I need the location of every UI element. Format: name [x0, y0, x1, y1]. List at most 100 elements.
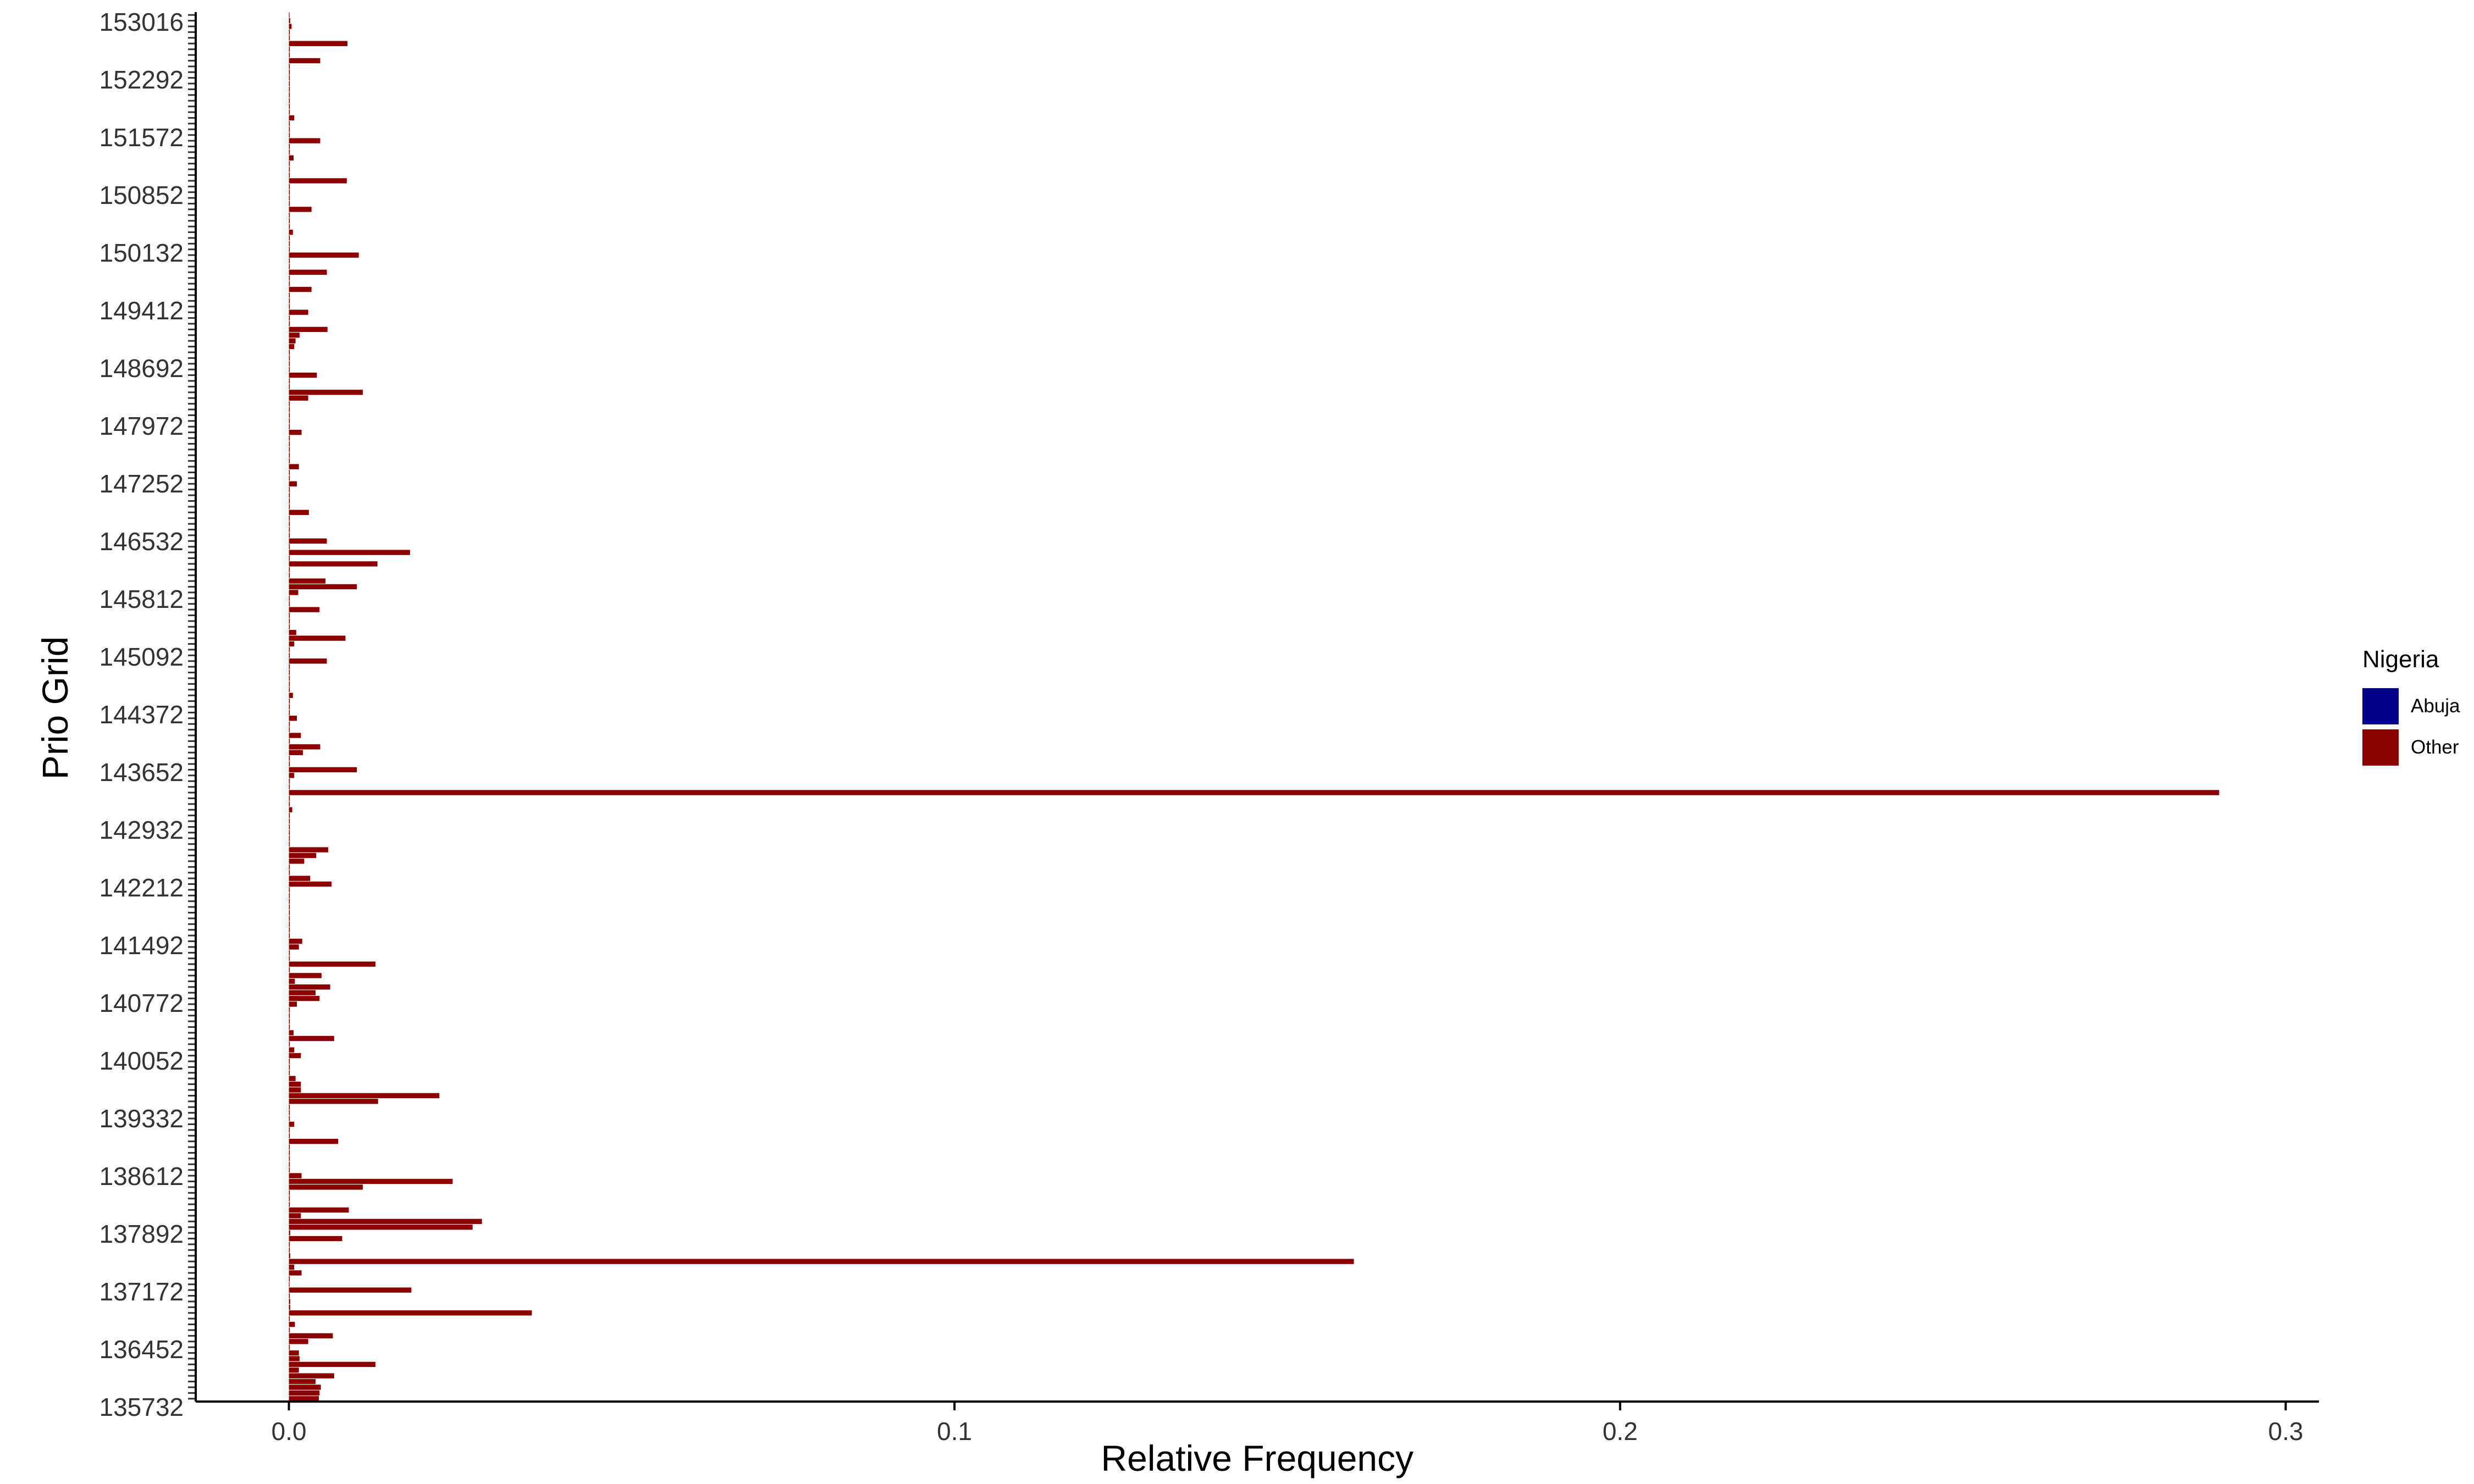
bar: [289, 510, 309, 515]
legend-label-other: Other: [2411, 736, 2459, 758]
legend-title: Nigeria: [2362, 646, 2439, 673]
bar: [289, 281, 290, 286]
bar: [289, 155, 294, 160]
bar: [289, 292, 290, 298]
bar: [289, 1196, 290, 1201]
bar: [289, 167, 290, 172]
bar: [289, 384, 290, 390]
bar: [289, 561, 378, 567]
bar: [289, 956, 290, 961]
bar: [289, 235, 290, 241]
bar: [289, 407, 290, 412]
bar: [289, 1219, 482, 1224]
bar: [289, 795, 290, 801]
bar: [289, 710, 290, 716]
bar: [289, 247, 290, 252]
y-tick-label: 147252: [100, 469, 184, 498]
bar: [289, 1264, 295, 1270]
bar: [289, 1156, 290, 1161]
bar: [289, 143, 290, 149]
bar: [289, 733, 301, 738]
bar: [289, 961, 375, 967]
bar: [289, 1178, 453, 1184]
bar: [289, 978, 295, 984]
bar: [289, 1253, 290, 1259]
bar: [289, 1344, 290, 1350]
bar: [289, 1321, 295, 1327]
y-tick-label: 145812: [100, 585, 184, 613]
y-tick-label: 150852: [100, 181, 184, 209]
bar: [289, 326, 328, 333]
x-axis-title: Relative Frequency: [1101, 1438, 1414, 1479]
bar: [289, 1110, 290, 1116]
bar: [289, 447, 290, 452]
bar: [289, 18, 290, 24]
bar: [289, 69, 290, 75]
bar: [289, 1270, 302, 1276]
bar: [289, 103, 290, 109]
bars-group: [289, 12, 2219, 1402]
bar: [289, 350, 290, 355]
bar: [289, 92, 290, 98]
bar: [289, 801, 290, 807]
bar: [289, 704, 290, 710]
bar: [289, 555, 290, 561]
bar: [289, 1207, 349, 1213]
bar: [289, 475, 290, 481]
bar: [289, 469, 290, 475]
y-tick-label: 152292: [100, 65, 184, 94]
bar: [289, 669, 290, 675]
bar: [289, 132, 290, 138]
bar: [289, 567, 290, 573]
bar: [289, 1081, 301, 1087]
bar: [289, 35, 290, 41]
bar: [289, 1104, 290, 1110]
bar: [289, 852, 317, 859]
bar: [289, 635, 346, 641]
bar: [289, 1378, 316, 1385]
y-tick-label: 143652: [100, 758, 184, 787]
bar: [289, 161, 290, 167]
bar: [289, 1076, 296, 1081]
bar: [289, 121, 290, 126]
bar: [289, 544, 290, 550]
bar: [289, 721, 290, 727]
bar: [289, 590, 299, 595]
bar: [289, 641, 295, 647]
x-tick-label: 0.1: [937, 1417, 972, 1446]
bar: [289, 115, 295, 121]
bar: [289, 904, 290, 910]
bar: [289, 401, 290, 407]
bar: [289, 195, 290, 201]
bar: [289, 681, 290, 687]
bar: [289, 138, 321, 143]
bar: [289, 652, 290, 658]
bar: [289, 338, 296, 344]
bar: [289, 584, 357, 590]
bar: [289, 58, 321, 64]
bar: [289, 1385, 321, 1390]
bar: [289, 933, 290, 938]
bar: [289, 984, 330, 990]
bar: [289, 973, 322, 978]
bar: [289, 1173, 302, 1178]
bar: [289, 687, 290, 693]
bar: [289, 950, 290, 956]
bar: [289, 98, 290, 103]
bar: [289, 486, 290, 492]
bar: [289, 178, 347, 184]
bar: [289, 1150, 290, 1156]
bar: [289, 321, 290, 326]
bar: [289, 630, 296, 635]
bar: [289, 916, 290, 921]
bar: [289, 1259, 1354, 1264]
bar: [289, 184, 290, 189]
y-tick-label: 141492: [100, 931, 184, 960]
bar: [289, 607, 320, 612]
bar: [289, 504, 290, 510]
bar: [289, 990, 316, 995]
bar: [289, 29, 290, 35]
bar: [289, 847, 328, 852]
bar: [289, 269, 327, 275]
